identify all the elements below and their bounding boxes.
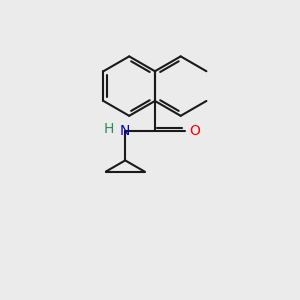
Text: N: N (120, 124, 130, 138)
Text: O: O (189, 124, 200, 138)
Text: H: H (104, 122, 114, 136)
